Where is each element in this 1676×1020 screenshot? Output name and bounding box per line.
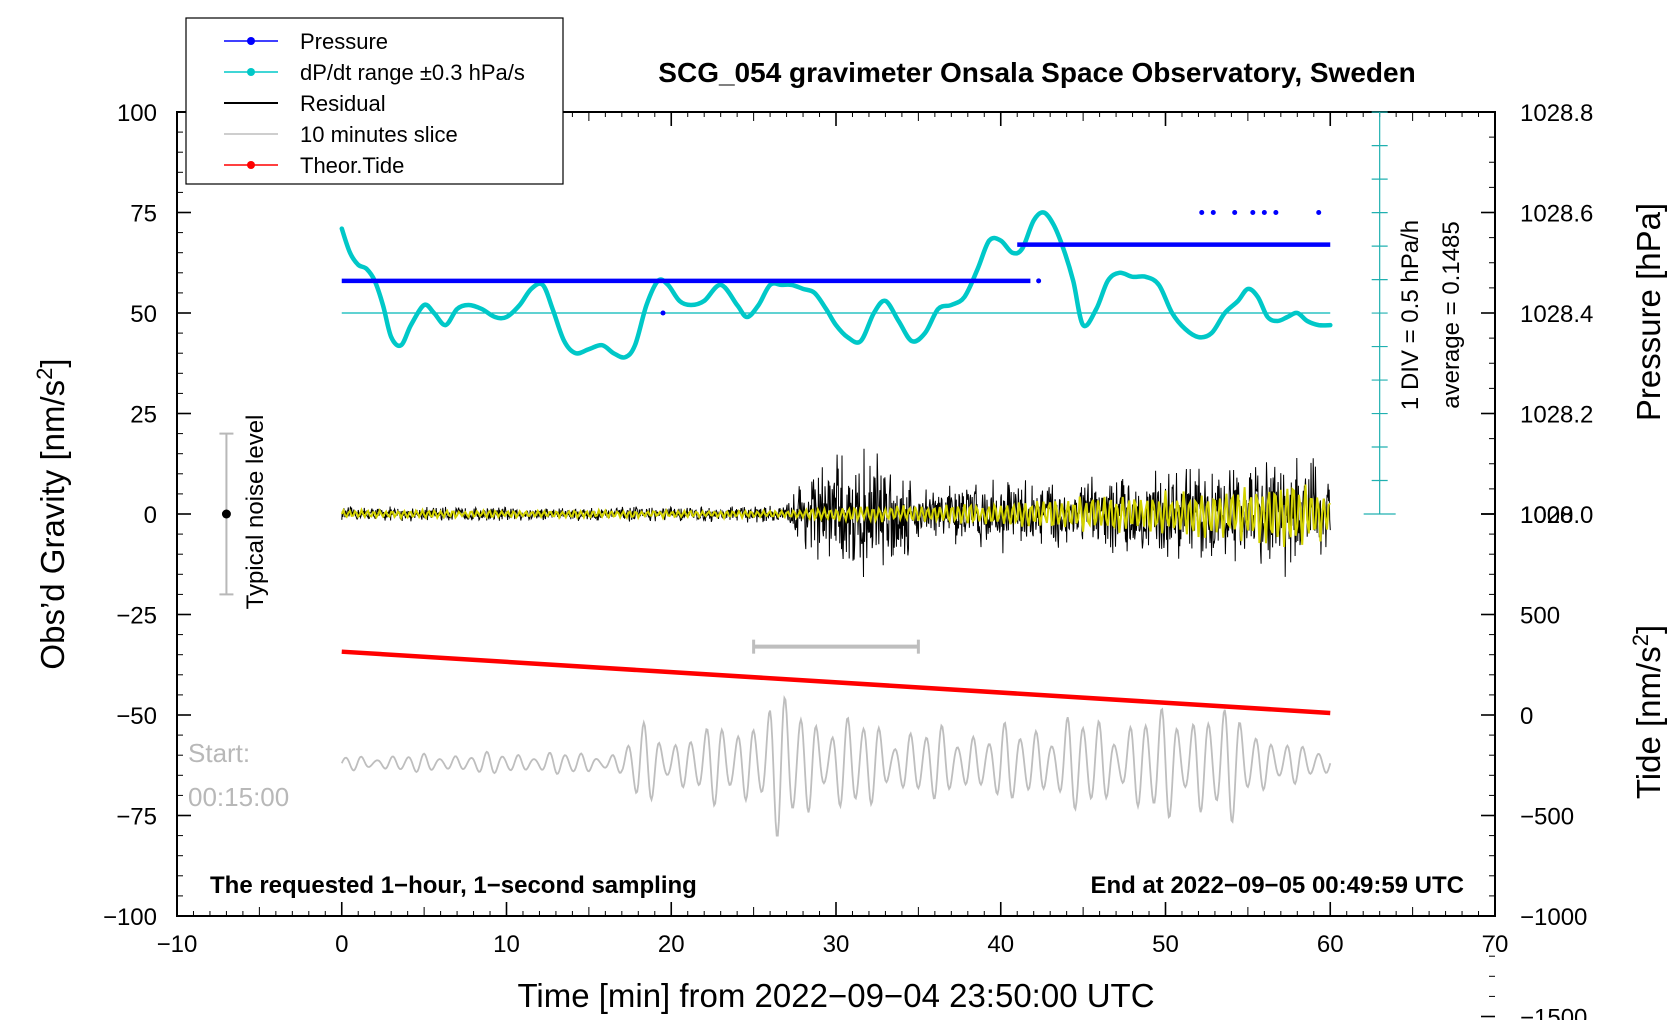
x-tick-label: 20 [658, 931, 685, 958]
pressure-point [1250, 210, 1256, 215]
y-axis-label-left: Obs’d Gravity [nm/s2] [32, 358, 71, 669]
footer-left: The requested 1−hour, 1−second sampling [210, 872, 697, 899]
legend-marker [247, 68, 255, 76]
legend-marker [247, 37, 255, 45]
legend-label: Theor.Tide [300, 153, 404, 178]
pressure-tick-label: 1028.4 [1520, 301, 1593, 328]
legend-box [185, 17, 564, 185]
x-tick-label: 30 [823, 931, 850, 958]
x-tick-label: 60 [1317, 931, 1344, 958]
noise-level-label: Typical noise level [242, 415, 269, 610]
y-tick-label: 0 [144, 502, 157, 529]
legend-label: Pressure [300, 29, 388, 54]
legend: Pressure dP/dt range ±0.3 hPa/s Residual 10… [185, 17, 564, 185]
y-tick-label: 100 [117, 100, 157, 127]
pressure-tick-label: 1028.0 [1520, 502, 1593, 529]
dpdt-line [339, 210, 1333, 360]
x-tick-label: −10 [157, 931, 198, 958]
y-tick-label: −50 [116, 703, 157, 730]
pressure-point [1261, 210, 1267, 215]
tide-tick-label: 500 [1520, 603, 1560, 630]
slice-line [340, 695, 1332, 837]
pressure-point [1199, 210, 1205, 215]
pressure-average-label: average = 0.1485 [1438, 221, 1465, 409]
pressure-point [1210, 210, 1216, 215]
x-tick-label: 40 [987, 931, 1014, 958]
y-tick-label: 25 [130, 402, 157, 429]
y-tick-label: 50 [130, 301, 157, 328]
x-tick-label: 0 [335, 931, 348, 958]
noise-point [221, 509, 231, 519]
pressure-point [1232, 210, 1238, 215]
x-tick-label: 10 [493, 931, 520, 958]
y-tick-labels: 100 75 50 25 0 −25 −50 −75 −100 [103, 100, 157, 931]
pressure-tick-labels: 1028.8 1028.6 1028.4 1028.2 1028.0 [1520, 100, 1593, 529]
x-tick-labels: −10 0 10 20 30 40 50 60 70 [157, 931, 1509, 958]
pressure-point [660, 310, 666, 316]
start-label: Start: [188, 738, 250, 768]
tide-tick-label: −1500 [1520, 1005, 1587, 1020]
pressure-tick-label: 1028.6 [1520, 201, 1593, 228]
y-tick-label: 75 [130, 201, 157, 228]
footer-right: End at 2022−09−05 00:49:59 UTC [1090, 872, 1464, 899]
tide-tick-labels: 1000 500 0 −500 −1000 −1500 [1520, 502, 1587, 1020]
y-tick-label: −25 [116, 603, 157, 630]
pressure-tick-label: 1028.2 [1520, 402, 1593, 429]
legend-label: 10 minutes slice [300, 122, 458, 147]
pressure-tick-label: 1028.8 [1520, 100, 1593, 127]
x-tick-label: 70 [1482, 931, 1509, 958]
tide-line [341, 649, 1331, 716]
pressure-point [1273, 210, 1279, 215]
pressure-point [1316, 210, 1322, 215]
y-axis-label-pressure: Pressure [hPa] [1630, 203, 1667, 421]
legend-label: dP/dt range ±0.3 hPa/s [300, 60, 525, 85]
y-tick-label: −100 [103, 904, 157, 931]
x-tick-label: 50 [1152, 931, 1179, 958]
tide-tick-label: −500 [1520, 804, 1574, 831]
start-time: 00:15:00 [188, 782, 289, 812]
pressure-div-label: 1 DIV = 0.5 hPa/h [1397, 220, 1424, 410]
legend-label: Residual [300, 91, 386, 116]
y-tick-label: −75 [116, 804, 157, 831]
legend-marker [247, 161, 255, 169]
tide-tick-label: 1000 [1520, 502, 1573, 529]
pressure-point [1036, 278, 1042, 284]
tide-tick-label: −1000 [1520, 904, 1587, 931]
chart-title: SCG_054 gravimeter Onsala Space Observat… [658, 57, 1415, 88]
filtered-residual-line [340, 484, 1332, 548]
series-layer [219, 111, 1396, 837]
x-axis-label: Time [min] from 2022−09−04 23:50:00 UTC [517, 977, 1154, 1014]
y-axis-label-tide: Tide [nm/s2] [1628, 625, 1667, 799]
tide-tick-label: 0 [1520, 703, 1533, 730]
